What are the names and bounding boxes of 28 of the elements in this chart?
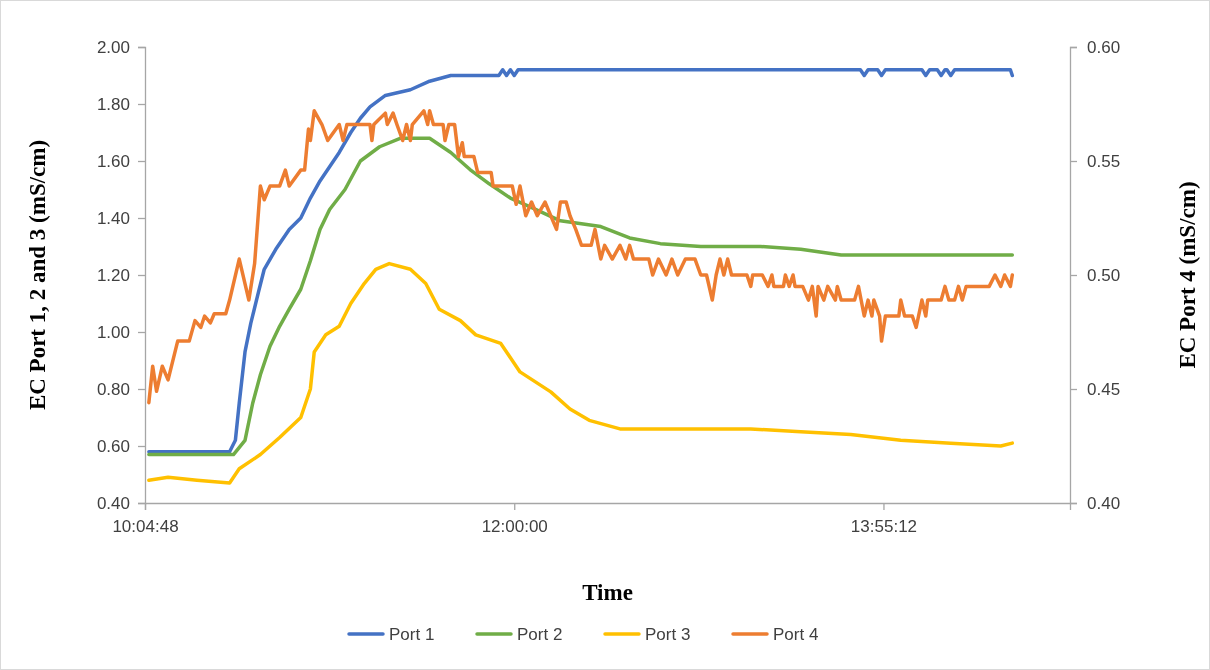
- y-tick-label: 1.20: [96, 265, 130, 285]
- y-tick-label: 1.00: [96, 322, 130, 342]
- y2-tick-label: 0.40: [1087, 493, 1121, 513]
- y2-tick-label: 0.45: [1087, 379, 1121, 399]
- x-tick-label: 13:55:12: [850, 517, 918, 537]
- y-tick-label: 2.00: [96, 37, 130, 57]
- line-series: [147, 261, 1015, 485]
- x-tick-label: 12:00:00: [481, 517, 548, 537]
- y-axis-title: EC Port 1, 2 and 3 (mS/cm): [25, 139, 50, 411]
- y-tick-label: 1.40: [96, 208, 130, 228]
- legend-label: Port 1: [389, 624, 435, 644]
- line-series: [147, 68, 1015, 454]
- legend-label: Port 2: [517, 624, 563, 644]
- y-tick-label: 1.80: [96, 94, 130, 114]
- legend-label: Port 4: [773, 624, 819, 644]
- y2-axis-title: EC Port 4 (mS/cm): [1175, 181, 1200, 369]
- y-tick-label: 0.40: [96, 493, 130, 513]
- x-axis-title: Time: [582, 580, 633, 605]
- x-tick-label: 10:04:48: [112, 517, 179, 537]
- y-tick-label: 0.60: [96, 436, 130, 456]
- y-tick-label: 0.80: [96, 379, 130, 399]
- y2-tick-label: 0.55: [1087, 151, 1121, 171]
- y-tick-label: 1.60: [96, 151, 130, 171]
- y2-tick-label: 0.50: [1087, 265, 1121, 285]
- y2-tick-label: 0.60: [1087, 37, 1121, 57]
- line-series: [147, 136, 1015, 457]
- line-series: [147, 109, 1015, 405]
- legend-label: Port 3: [645, 624, 691, 644]
